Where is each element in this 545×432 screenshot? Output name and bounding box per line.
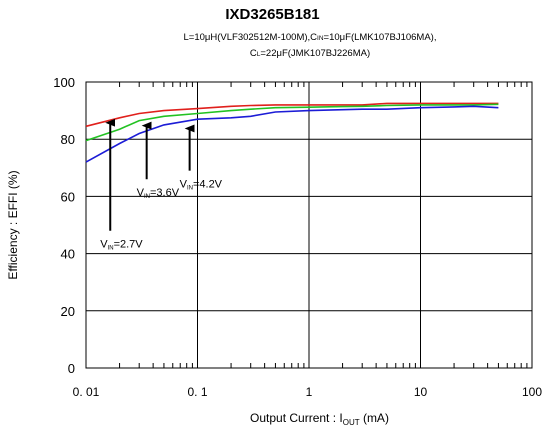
series-line (85, 103, 499, 142)
series-line (85, 102, 499, 128)
subtitle-line-2: CL=22μF(JMK107BJ226MA) (60, 46, 545, 62)
annotation-label-value: =4.2V (193, 179, 223, 191)
x-axis-label: Output Current : IOUT (mA) (250, 411, 389, 427)
x-axis-label-sub: OUT (343, 418, 360, 427)
subtitle-line-1: L=10μH(VLF302512M-100M),CIN=10μF(LMK107B… (60, 30, 545, 46)
tick-labels: 0. 01 0. 1 1 10 100 0 20 40 60 80 100 (53, 75, 542, 399)
annotation-label-sub: IN (108, 246, 114, 252)
grid-lines (85, 81, 533, 369)
plot-frame (85, 81, 533, 369)
y-tick-label: 60 (61, 189, 75, 204)
x-axis-label-rest: (mA) (360, 411, 389, 425)
annotation-label-v: V (137, 187, 145, 199)
y-tick-label: 80 (61, 132, 75, 147)
y-tick-label: 40 (61, 247, 75, 262)
annotation-label-sub: IN (144, 194, 150, 200)
series-line (85, 105, 499, 163)
x-axis-label-text: Output Current : I (250, 411, 343, 425)
chart-subtitle: L=10μH(VLF302512M-100M),CIN=10μF(LMK107B… (60, 30, 545, 62)
x-tick-label: 10 (414, 385, 428, 399)
y-axis-label: Efficiency : EFFI (%) (6, 170, 20, 279)
annotation-label-sub: IN (187, 186, 193, 192)
subtitle-line-2-text: C (249, 48, 257, 59)
subtitle-line-2-rest: =22μF(JMK107BJ226MA) (260, 48, 371, 59)
x-tick-label: 0. 1 (187, 385, 207, 399)
annotation-label-v: V (180, 179, 188, 191)
subtitle-line-2-sub: L (256, 51, 261, 58)
y-tick-label: 20 (61, 304, 75, 319)
annotation-label-value: =3.6V (150, 187, 180, 199)
annotation-label: VIN=3.6V (137, 187, 180, 200)
y-tick-label: 100 (53, 75, 75, 90)
x-tick-label: 1 (306, 385, 313, 399)
subtitle-line-1-sub: IN (317, 35, 324, 42)
subtitle-line-1-rest: =10μF(LMK107BJ106MA), (323, 32, 437, 43)
chart-title: IXD3265B181 (225, 6, 320, 23)
y-tick-label: 0 (68, 361, 75, 376)
annotation-label-v: V (100, 239, 108, 251)
minor-ticks (119, 82, 528, 368)
x-tick-label: 100 (522, 385, 542, 399)
annotation-label: VIN=4.2V (180, 179, 223, 192)
subtitle-line-1-text: L=10μH(VLF302512M-100M),C (183, 32, 318, 43)
x-tick-label: 0. 01 (73, 385, 100, 399)
annotation-label-value: =2.7V (114, 239, 144, 251)
annotation-label: VIN=2.7V (100, 239, 143, 252)
series-layer (85, 102, 499, 163)
